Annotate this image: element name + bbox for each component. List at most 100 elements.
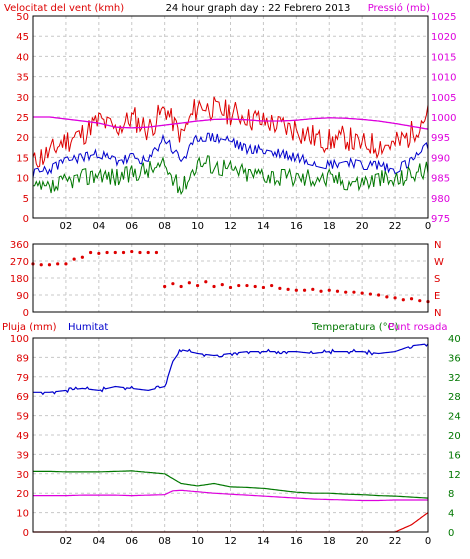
direction-point (302, 288, 307, 292)
wind-series-min (33, 155, 429, 196)
pressure-y-tick-label: 1025 (431, 12, 456, 23)
temperature-y-tick-label: 36 (448, 353, 461, 364)
humidity-y-tick-label: 49 (16, 431, 29, 442)
wind-x-tick-label: 02 (60, 221, 73, 232)
direction-point (130, 249, 134, 254)
pressure-y-tick-label: 1010 (431, 73, 456, 84)
pressure-y-tick-label: 990 (431, 153, 450, 164)
temp-series-Punt rosada (33, 489, 428, 502)
wind-x-tick-label: 20 (356, 221, 369, 232)
wind-y-tick-label: 0 (23, 214, 29, 225)
wind-y-tick-label: 45 (16, 32, 29, 43)
temperature-y-tick-label: 32 (448, 373, 461, 384)
direction-y-tick-label: 0 (23, 308, 29, 319)
temp-x-tick-label: 14 (257, 536, 270, 547)
direction-point (220, 283, 224, 287)
wind-y-tick-label: 30 (16, 93, 29, 104)
wind-y-tick-label: 50 (16, 12, 29, 23)
direction-point (228, 285, 233, 290)
direction-point (154, 250, 159, 255)
wind-y-tick-label: 25 (16, 113, 29, 124)
wind-y-tick-label: 20 (16, 133, 29, 144)
temp-x-tick-label: 0 (425, 536, 431, 547)
temperature-y-tick-label: 4 (448, 509, 454, 520)
wind-x-tick-label: 04 (92, 221, 105, 232)
temperature-y-tick-label: 12 (448, 470, 461, 481)
pressure-y-tick-label: 995 (431, 133, 450, 144)
temperature-y-tick-label: 40 (448, 334, 461, 345)
direction-point (195, 283, 200, 288)
wind-x-tick-label: 08 (158, 221, 171, 232)
pressure-axis-title: Pressió (mb) (368, 2, 430, 14)
humidity-y-tick-label: 30 (16, 470, 29, 481)
wind-y-tick-label: 35 (16, 73, 29, 84)
pressure-y-tick-label: 1015 (431, 52, 456, 63)
humidity-y-tick-label: 59 (16, 412, 29, 423)
wind-x-tick-label: 12 (224, 221, 237, 232)
temperature-title: Temperatura (°C) (311, 322, 399, 333)
direction-point (368, 292, 372, 296)
direction-compass-label: E (434, 291, 440, 302)
direction-point (385, 295, 389, 299)
direction-point (113, 250, 117, 255)
temp-x-tick-label: 20 (356, 536, 369, 547)
temp-x-tick-label: 18 (323, 536, 336, 547)
direction-point (278, 286, 282, 290)
wind-x-tick-label: 10 (191, 221, 204, 232)
direction-compass-label: S (434, 274, 440, 285)
direction-point (39, 263, 43, 267)
wind-axis-title: Velocitat del vent (kmh) (4, 3, 124, 14)
direction-point (261, 285, 266, 290)
direction-point (204, 280, 208, 284)
direction-point (56, 262, 60, 266)
direction-point (418, 299, 422, 303)
direction-point (237, 283, 241, 288)
direction-point (401, 298, 405, 302)
wind-x-tick-label: 14 (257, 221, 270, 232)
wind-y-tick-label: 10 (16, 174, 29, 185)
direction-panel-frame (32, 243, 429, 313)
direction-point (344, 290, 348, 294)
direction-point (138, 250, 142, 255)
wind-x-tick-label: 18 (323, 221, 336, 232)
direction-point (64, 262, 68, 266)
temp-x-tick-label: 10 (191, 536, 204, 547)
temp-panel-frame (32, 337, 429, 533)
direction-point (311, 287, 315, 291)
temperature-y-tick-label: 8 (448, 489, 454, 500)
humidity-y-tick-label: 10 (16, 509, 29, 520)
humidity-y-tick-label: 39 (16, 450, 29, 461)
direction-point (72, 257, 76, 261)
temp-x-tick-label: 12 (224, 536, 237, 547)
direction-point (352, 290, 356, 294)
wind-panel-frame (32, 15, 429, 219)
dewpoint-title: Punt rosada (388, 322, 447, 333)
temperature-y-tick-label: 28 (448, 392, 461, 403)
direction-compass-label: N (434, 308, 441, 319)
direction-y-tick-label: 180 (10, 274, 29, 285)
humidity-y-tick-label: 0 (23, 528, 29, 539)
direction-point (105, 250, 109, 255)
temp-series-Humitat (33, 343, 429, 396)
temp-x-tick-label: 06 (125, 536, 138, 547)
direction-compass-label: N (434, 240, 441, 251)
pressure-y-tick-label: 985 (431, 174, 450, 185)
direction-point (377, 293, 381, 297)
temperature-y-tick-label: 20 (448, 431, 461, 442)
direction-point (121, 250, 126, 255)
temp-x-tick-label: 22 (389, 536, 402, 547)
pressure-y-tick-label: 980 (431, 194, 450, 205)
temperature-y-tick-label: 16 (448, 450, 461, 461)
rain-axis-title: Pluja (mm) (2, 322, 57, 333)
pressure-y-tick-label: 1000 (431, 113, 456, 124)
direction-point (89, 250, 93, 255)
direction-point (163, 284, 167, 289)
direction-point (171, 282, 175, 286)
humidity-y-tick-label: 69 (16, 392, 29, 403)
direction-point (146, 250, 150, 255)
direction-point (97, 251, 101, 256)
humidity-title: Humitat (68, 322, 108, 333)
temp-series-Temperatura (°C) (33, 470, 429, 499)
wind-y-tick-label: 15 (16, 153, 29, 164)
